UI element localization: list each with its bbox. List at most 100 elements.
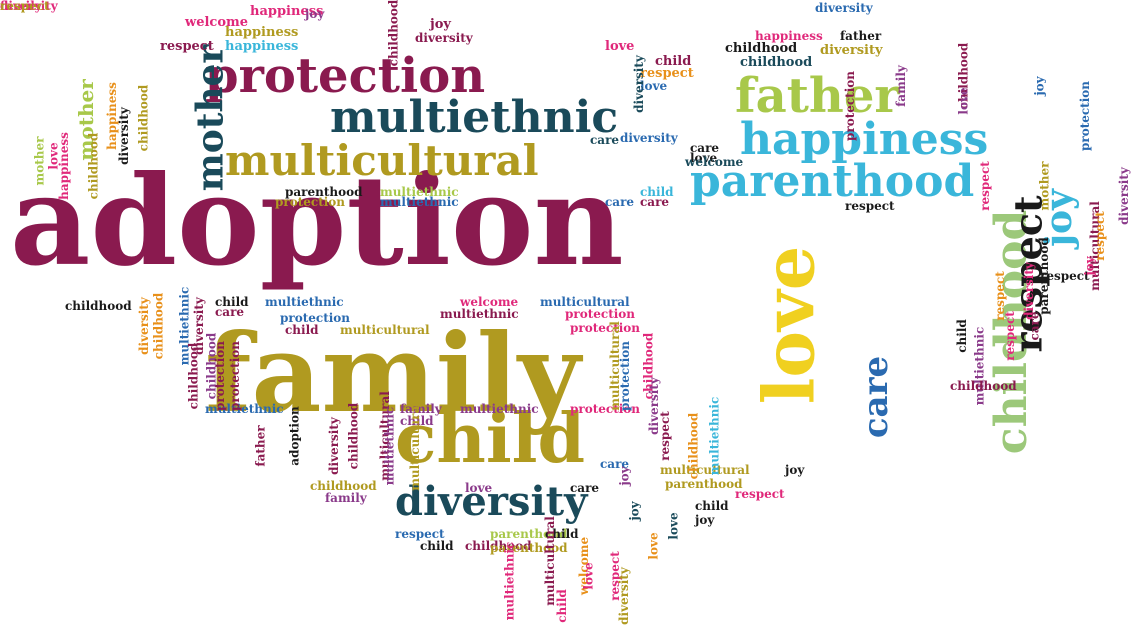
word-welcome: welcome: [685, 155, 744, 169]
word-diversity: diversity: [631, 55, 646, 113]
word-family: family: [893, 65, 908, 107]
word-childhood: childhood: [465, 539, 532, 553]
word-respect: respect: [1092, 211, 1107, 261]
word-family: family: [325, 491, 367, 505]
word-happiness: happiness: [225, 25, 299, 40]
word-multiethnic: multiethnic: [380, 185, 459, 199]
word-multiethnic: multiethnic: [440, 307, 519, 321]
word-mother: mother: [1037, 161, 1052, 211]
word-love: love: [46, 142, 61, 170]
word-father: father: [253, 425, 268, 467]
word-father: father: [735, 68, 900, 124]
word-childhood: childhood: [65, 299, 132, 313]
word-respect: respect: [1040, 269, 1090, 283]
word-child: child: [215, 295, 249, 309]
word-protection: protection: [565, 307, 636, 321]
word-child: child: [420, 539, 454, 553]
word-happiness: happiness: [250, 4, 324, 19]
word-mother: mother: [189, 44, 232, 192]
word-respect: respect: [0, 0, 50, 13]
word-childhood: childhood: [346, 402, 361, 470]
word-love: love: [605, 39, 635, 54]
word-family: family: [400, 402, 442, 416]
word-joy: joy: [1082, 256, 1097, 276]
word-childhood: childhood: [386, 0, 401, 67]
word-multiethnic: multiethnic: [707, 396, 722, 476]
word-joy: joy: [305, 7, 325, 21]
word-multiethnic: multiethnic: [382, 406, 397, 486]
word-multicultural: multicultural: [407, 401, 422, 491]
word-diversity: diversity: [326, 417, 341, 475]
word-family: family: [0, 0, 42, 13]
word-love: love: [690, 151, 718, 165]
word-multicultural: multicultural: [660, 463, 750, 477]
word-diversity: diversity: [116, 107, 131, 165]
word-protection: protection: [570, 402, 641, 416]
word-childhood: childhood: [86, 132, 101, 200]
word-child: child: [545, 527, 579, 541]
word-childhood: childhood: [151, 292, 166, 360]
word-care: care: [600, 457, 630, 471]
word-childhood: childhood: [136, 84, 151, 152]
word-child: child: [695, 499, 729, 513]
word-multiethnic: multiethnic: [330, 92, 619, 143]
word-care: care: [215, 305, 245, 319]
word-child: child: [554, 589, 569, 623]
word-happiness: happiness: [740, 114, 989, 165]
word-care: care: [856, 355, 897, 439]
word-joy: joy: [627, 501, 642, 521]
word-mother: mother: [32, 136, 47, 186]
word-diversity: diversity: [815, 1, 873, 15]
word-protection: protection: [843, 70, 858, 142]
word-welcome: welcome: [460, 295, 519, 309]
word-parenthood: parenthood: [690, 156, 975, 207]
word-diversity: diversity: [0, 0, 58, 13]
word-diversity: diversity: [395, 478, 588, 525]
word-parenthood: parenthood: [285, 185, 363, 199]
word-multiethnic: multiethnic: [460, 402, 539, 416]
word-diversity: diversity: [1116, 167, 1131, 225]
word-multiethnic: multiethnic: [380, 195, 459, 209]
word-child: child: [395, 399, 586, 479]
word-diversity: diversity: [616, 567, 631, 625]
word-care: care: [640, 195, 670, 209]
word-child: child: [640, 185, 674, 199]
word-respect: respect: [160, 39, 214, 54]
word-child: child: [655, 54, 692, 69]
word-childhood: childhood: [725, 41, 798, 56]
word-joy: joy: [617, 466, 632, 486]
word-protection: protection: [275, 195, 346, 209]
word-adoption: adoption: [10, 149, 624, 294]
word-love: love: [747, 245, 831, 405]
word-childhood: childhood: [740, 55, 813, 70]
word-love: love: [956, 87, 971, 115]
word-diversity: diversity: [136, 297, 151, 355]
word-childhood: childhood: [186, 342, 201, 410]
word-multiethnic: multiethnic: [502, 541, 517, 621]
word-happiness: happiness: [755, 29, 823, 43]
word-protection: protection: [213, 340, 228, 412]
word-multiethnic: multiethnic: [265, 295, 344, 309]
word-family: family: [205, 311, 581, 437]
word-care: care: [690, 141, 720, 155]
word-parenthood: parenthood: [490, 527, 568, 541]
word-respect: respect: [735, 487, 785, 501]
word-diversity: diversity: [646, 377, 661, 435]
word-multicultural: multicultural: [225, 136, 539, 185]
word-childhood: childhood: [950, 379, 1017, 393]
word-protection: protection: [618, 340, 633, 412]
word-respect: respect: [640, 66, 694, 81]
word-care: care: [605, 195, 635, 209]
word-multicultural: multicultural: [540, 295, 630, 309]
word-joy: joy: [695, 513, 715, 527]
word-multicultural: multicultural: [340, 323, 430, 337]
word-protection: protection: [570, 321, 641, 335]
word-multiethnic: multiethnic: [972, 326, 987, 406]
word-father: father: [840, 29, 882, 43]
word-love: love: [640, 79, 668, 93]
word-love: love: [581, 562, 596, 590]
word-joy: joy: [785, 463, 805, 477]
word-protection: protection: [205, 48, 486, 104]
word-care: care: [1027, 311, 1042, 341]
